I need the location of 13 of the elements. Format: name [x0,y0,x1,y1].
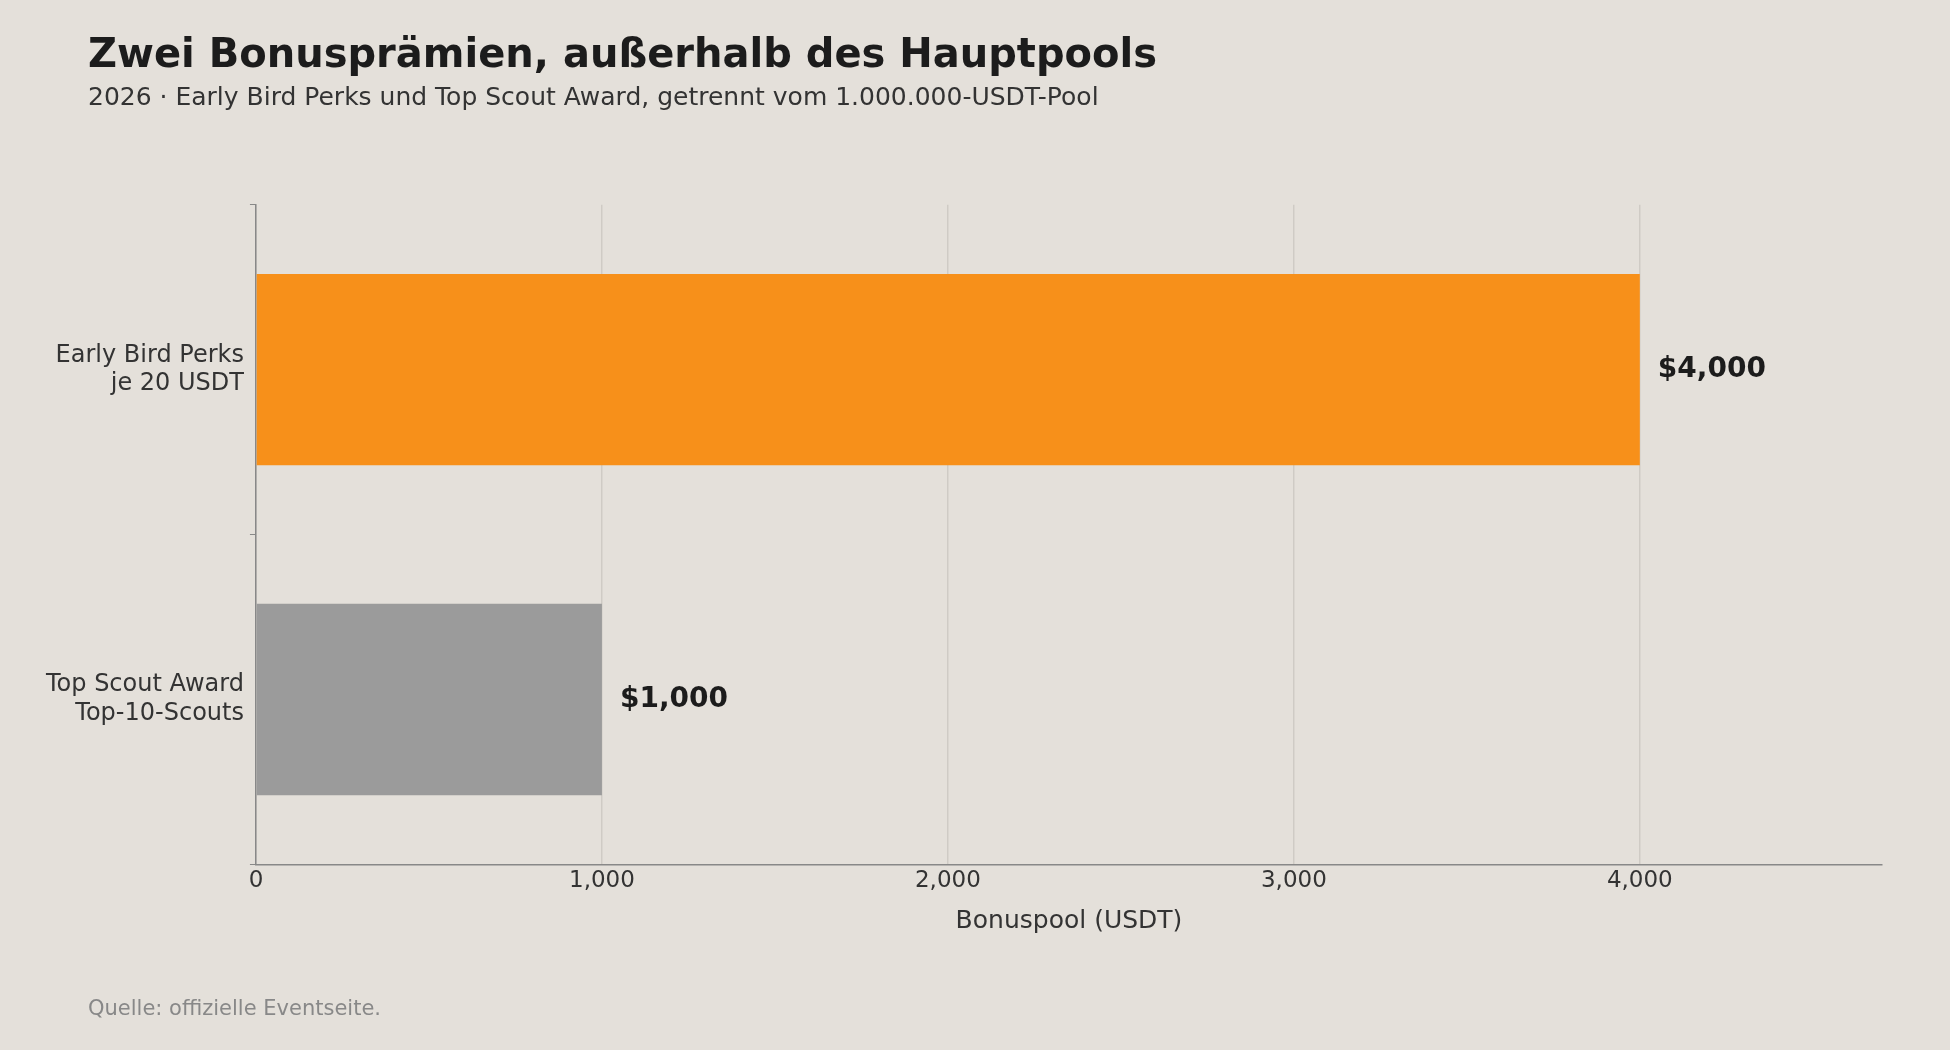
chart-title: Zwei Bonusprämien, außerhalb des Hauptpools [88,30,1158,76]
data-label: $4,000 [1657,350,1766,384]
x-tick-label: 0 [248,866,264,893]
x-axis-title: Bonuspool (USDT) [955,904,1183,934]
x-tick-label: 1,000 [568,866,635,893]
y-tick-label: Top Scout Award Top-10-Scouts [45,669,244,727]
data-label: $1,000 [619,680,728,714]
y-tick-label: Early Bird Perks je 20 USDT [55,339,245,397]
x-tick-label: 3,000 [1260,866,1327,893]
x-tick-label: 4,000 [1606,866,1673,893]
x-tick-label: 2,000 [914,866,981,893]
source-note: Quelle: offizielle Eventseite. [88,996,381,1020]
chart-subtitle: 2026 · Early Bird Perks und Top Scout Award, getrennt vom 1.000.000-USDT-Pool [88,82,1099,111]
